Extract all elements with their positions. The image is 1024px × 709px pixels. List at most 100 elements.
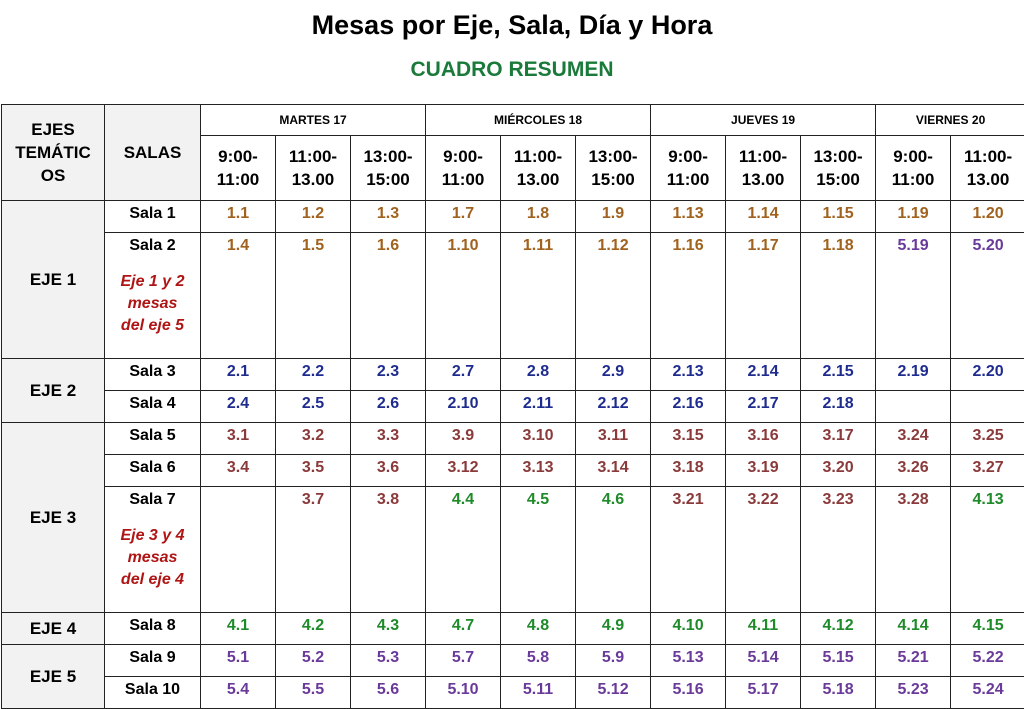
time-slot-line: 11:00	[891, 170, 935, 189]
mesa-cell: 5.15	[800, 644, 877, 677]
sala-note-line: Eje 1 y 2	[120, 273, 185, 290]
sala-cell: Sala 6	[104, 454, 201, 487]
mesa-cell: 1.12	[575, 232, 652, 359]
mesa-cell: 3.17	[800, 422, 877, 455]
mesa-cell: 2.15	[800, 358, 877, 391]
time-slot-line: 13:00-	[363, 147, 413, 166]
mesa-cell: 3.12	[425, 454, 502, 487]
mesa-cell: 1.10	[425, 232, 502, 359]
mesa-cell: 5.6	[349, 676, 427, 709]
mesa-cell: 5.1	[200, 644, 276, 677]
sala-name: Sala 9	[129, 649, 176, 666]
schedule-table: EJES TEMÁTIC OS SALAS MARTES 17 MIÉRCOLE…	[1, 104, 1024, 709]
time-slot-header: 9:00- 11:00	[200, 135, 276, 201]
sala-cell: Sala 3	[104, 358, 201, 391]
sala-cell: Sala 4	[104, 390, 201, 423]
sala-note-line: mesas	[127, 549, 178, 566]
sala-note-line: del eje 5	[120, 317, 185, 334]
table-row: EJE 1 Sala 1 1.1 1.2 1.3 1.7 1.8 1.9 1.13 1.14 1.1…	[1, 200, 1024, 359]
mesa-cell: 3.1	[200, 422, 276, 455]
day-header: MIÉRCOLES 18	[425, 104, 652, 136]
table-row: Sala 6 3.4 3.5 3.6 3.12 3.13 3.14 3.18 3.19 3.20 3…	[2, 454, 1024, 487]
mesa-cell: 5.16	[650, 676, 727, 709]
sala-note: Eje 1 y 2 mesas del eje 5	[105, 271, 200, 337]
mesa-cell: 2.11	[500, 390, 577, 423]
mesa-cell: 2.8	[500, 358, 577, 391]
mesa-cell: 3.8	[349, 486, 427, 613]
mesa-cell: 3.6	[349, 454, 427, 487]
mesa-cell: 5.23	[875, 676, 952, 709]
sala-note-line: Eje 3 y 4	[120, 527, 185, 544]
mesa-cell: 4.6	[575, 486, 652, 613]
time-slot-line: 11:00	[666, 170, 710, 189]
mesa-cell: 1.20	[950, 200, 1024, 233]
header-salas: SALAS	[104, 104, 201, 201]
mesa-cell: 2.9	[575, 358, 652, 391]
mesa-cell: 3.16	[725, 422, 802, 455]
day-header: VIERNES 20	[875, 104, 1024, 136]
mesa-cell: 4.11	[725, 612, 802, 645]
time-slot-header: 13:00- 15:00	[575, 135, 652, 201]
mesa-cell: 4.10	[650, 612, 727, 645]
mesa-cell: 1.14	[725, 200, 802, 233]
header-ejes-line: TEMÁTIC	[15, 143, 91, 162]
time-slot-header: 13:00- 15:00	[349, 135, 427, 201]
mesa-cell: 5.21	[875, 644, 952, 677]
mesa-cell: 5.5	[275, 676, 351, 709]
time-slot-line: 9:00-	[668, 147, 708, 166]
mesa-cell: 1.7	[425, 200, 502, 233]
mesa-cell: 3.11	[575, 422, 652, 455]
sala-name: Sala 4	[129, 395, 176, 412]
time-slot-line: 9:00-	[443, 147, 483, 166]
mesa-cell: 3.25	[950, 422, 1024, 455]
mesa-cell: 2.10	[425, 390, 502, 423]
mesa-cell: 2.5	[275, 390, 351, 423]
mesa-cell: 3.28	[875, 486, 952, 613]
sala-cell: Sala 7 Eje 3 y 4 mesas del eje 4	[104, 486, 201, 613]
mesa-cell: 1.6	[349, 232, 427, 359]
mesa-cell: 1.18	[800, 232, 877, 359]
page-subtitle: CUADRO RESUMEN	[410, 58, 614, 81]
time-slot-header: 11:00- 13.00	[275, 135, 351, 201]
mesa-cell: 3.4	[200, 454, 276, 487]
mesa-cell: 2.4	[200, 390, 276, 423]
time-slot-line: 15:00	[591, 170, 635, 189]
table-row: Sala 2 Eje 1 y 2 mesas del eje 5 1.4 1.5 1.6 1.…	[2, 232, 1024, 359]
mesa-cell: 3.15	[650, 422, 727, 455]
sala-cell: Sala 10	[104, 676, 201, 709]
mesa-cell: 2.18	[800, 390, 877, 423]
mesa-cell: 5.2	[275, 644, 351, 677]
sala-note: Eje 3 y 4 mesas del eje 4	[105, 525, 200, 591]
sala-name: Sala 2	[129, 237, 176, 254]
mesa-cell: 4.13	[950, 486, 1024, 613]
time-slot-line: 13.00	[291, 170, 335, 189]
mesa-cell: 3.18	[650, 454, 727, 487]
mesa-cell: 1.9	[575, 200, 652, 233]
table-row: Sala 7 Eje 3 y 4 mesas del eje 4 3.7 3.8 4.4 4.…	[2, 486, 1024, 613]
mesa-cell: 4.12	[800, 612, 877, 645]
sala-note-line: mesas	[127, 295, 178, 312]
mesa-cell: 4.9	[575, 612, 652, 645]
time-slot-line: 11:00	[216, 170, 260, 189]
mesa-cell: 1.4	[200, 232, 276, 359]
mesa-cell: 3.23	[800, 486, 877, 613]
mesa-cell: 4.1	[200, 612, 276, 645]
mesa-cell	[950, 390, 1024, 423]
eje-label: EJE 1	[1, 200, 105, 359]
mesa-cell: 1.5	[275, 232, 351, 359]
mesa-cell: 3.20	[800, 454, 877, 487]
sala-cell: Sala 9	[104, 644, 201, 677]
sala-cell: Sala 1	[104, 200, 201, 233]
sala-name: Sala 3	[129, 363, 176, 380]
time-slot-header: 13:00- 15:00	[800, 135, 877, 201]
mesa-cell: 3.9	[425, 422, 502, 455]
mesa-cell	[875, 390, 952, 423]
mesa-cell: 5.19	[875, 232, 952, 359]
mesa-cell: 5.20	[950, 232, 1024, 359]
mesa-cell: 5.7	[425, 644, 502, 677]
time-slot-line: 11:00-	[738, 147, 788, 166]
time-slot-header: 11:00- 13.00	[950, 135, 1024, 201]
time-slot-header: 9:00- 11:00	[875, 135, 952, 201]
table-row: Sala 10 5.4 5.5 5.6 5.10 5.11 5.12 5.16 5.17 5.18…	[2, 676, 1024, 709]
header-ejes-line: EJES	[31, 120, 75, 139]
